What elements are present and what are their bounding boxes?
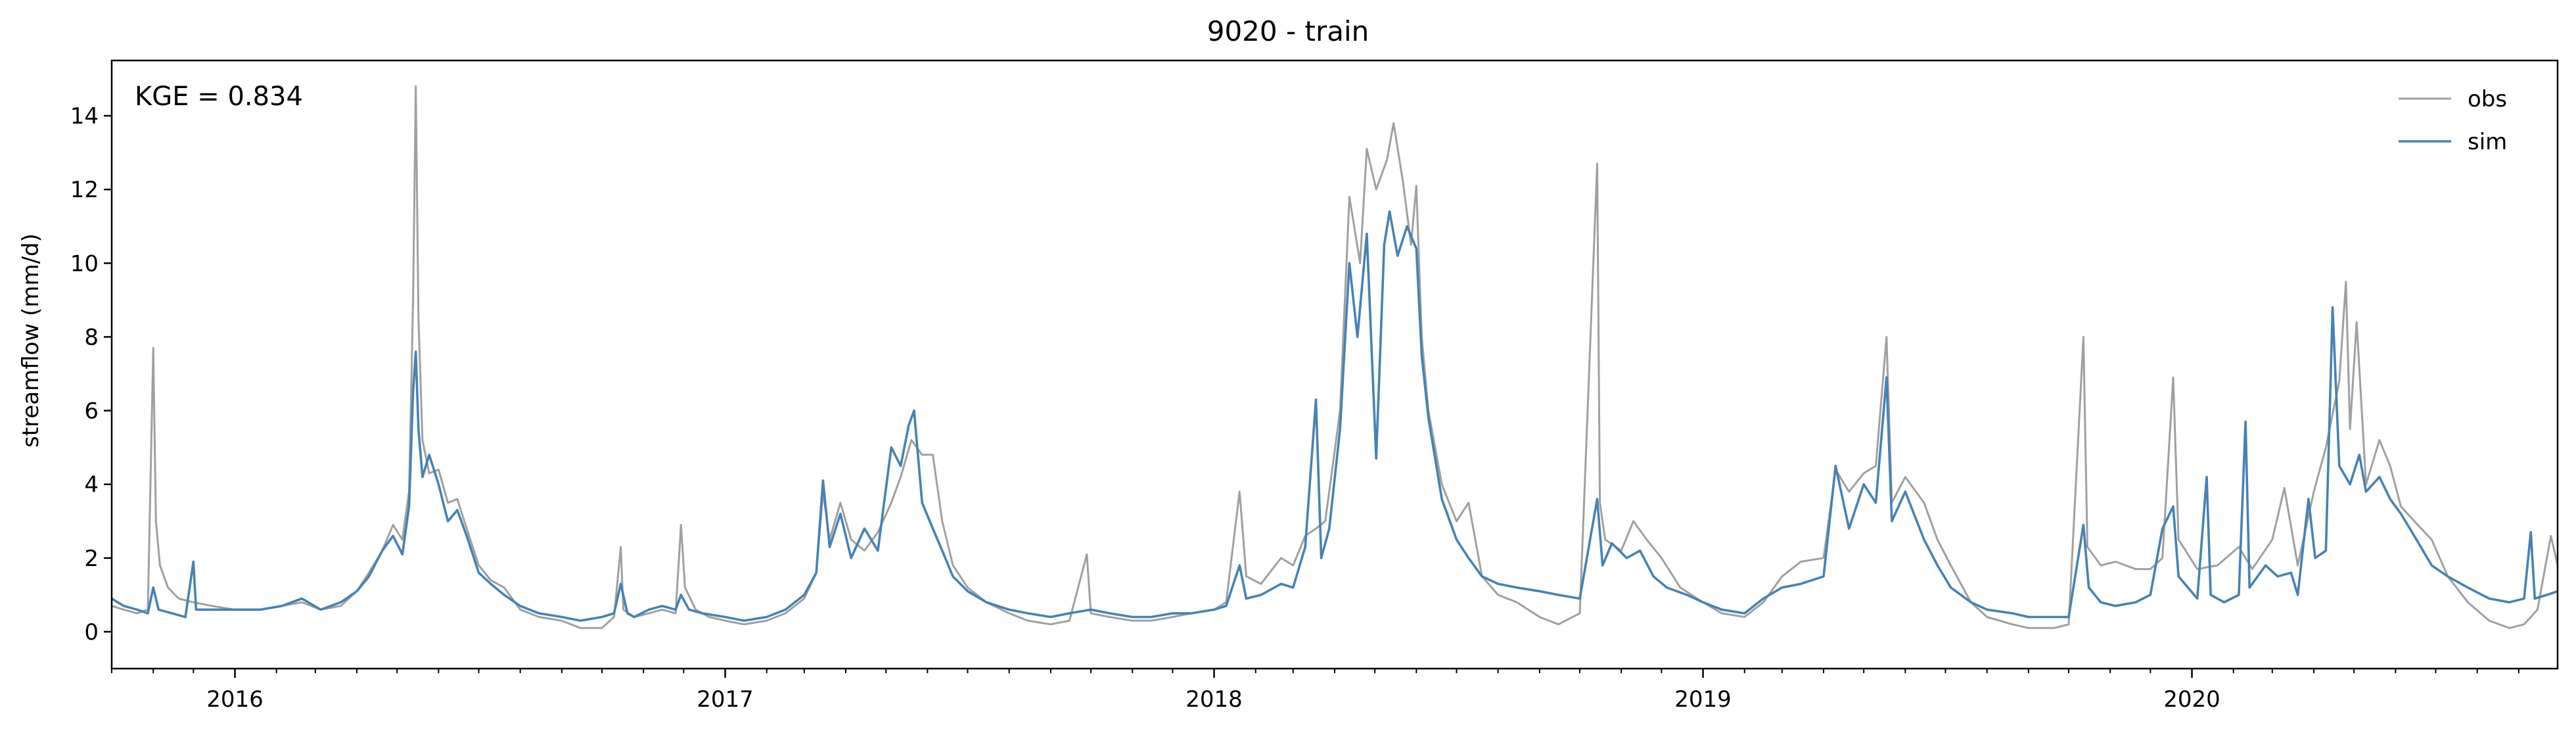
y-tick-label: 14 (70, 103, 99, 130)
y-tick-label: 6 (84, 398, 99, 425)
legend-label-sim: sim (2468, 129, 2507, 155)
x-axis: 2016 2017 2018 2019 2020 (111, 669, 2519, 713)
x-tick-label: 2016 (206, 686, 264, 713)
series-line-obs (112, 85, 2558, 629)
y-axis: 0 2 4 6 8 10 12 14 (70, 103, 112, 646)
x-tick-label: 2018 (1185, 686, 1243, 713)
plot-frame (110, 59, 2559, 670)
series-group (112, 85, 2558, 629)
x-tick-label: 2017 (697, 686, 754, 713)
x-tick-label: 2019 (1674, 686, 1732, 713)
y-tick-label: 0 (84, 619, 99, 646)
x-tick-label: 2020 (2163, 686, 2220, 713)
y-tick-label: 10 (70, 250, 99, 277)
y-axis-label: streamflow (mm/d) (18, 233, 44, 448)
y-tick-label: 8 (84, 324, 99, 350)
legend: obs sim (2399, 86, 2507, 155)
y-tick-label: 2 (84, 546, 99, 572)
series-line-sim (112, 210, 2558, 622)
legend-label-obs: obs (2468, 86, 2507, 112)
kge-annotation: KGE = 0.834 (135, 82, 303, 112)
chart-title: 9020 - train (1207, 15, 1369, 47)
y-tick-label: 4 (84, 472, 99, 498)
y-tick-label: 12 (70, 177, 99, 203)
